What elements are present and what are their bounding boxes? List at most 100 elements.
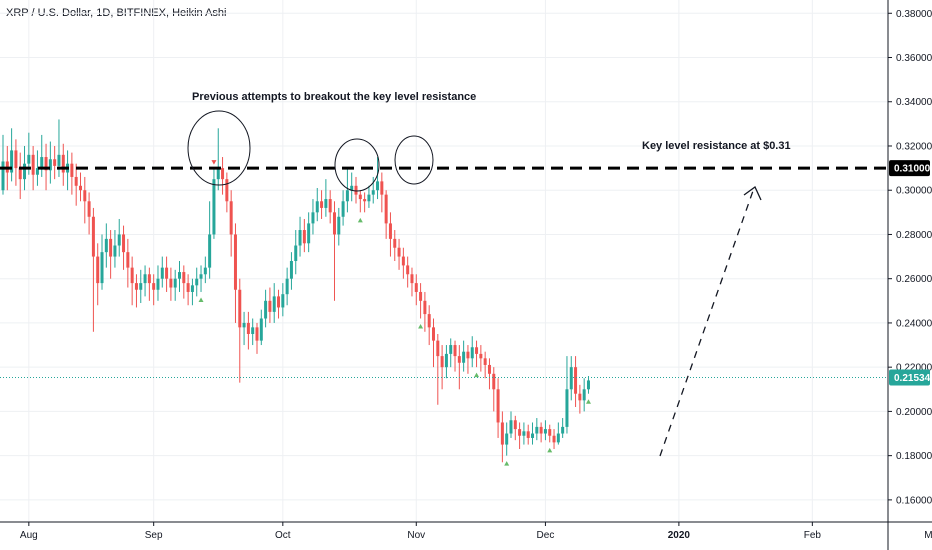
candle-body — [574, 367, 578, 394]
candle-body — [208, 234, 212, 268]
candle-body — [419, 291, 423, 301]
candle-body — [406, 265, 410, 275]
candle-body — [203, 267, 207, 275]
candle-body — [212, 179, 216, 235]
breakout-attempt-circle[interactable] — [334, 138, 380, 192]
candle-body — [462, 351, 466, 363]
candle-body — [479, 353, 483, 359]
x-tick-label: Dec — [537, 530, 555, 541]
candle-body — [238, 289, 242, 328]
candle-body — [285, 278, 289, 295]
candle-body — [61, 154, 65, 173]
candle-body — [147, 274, 151, 284]
x-tick-label: 2020 — [668, 530, 691, 541]
candle-body — [345, 190, 349, 202]
candle-body — [182, 272, 186, 284]
candle-body — [350, 185, 354, 191]
x-tick-label: Aug — [20, 530, 38, 541]
sell-signal-marker — [211, 160, 217, 165]
y-tick-label: 0.38000 — [896, 9, 932, 20]
candle-body — [513, 420, 517, 430]
candle-body — [221, 168, 225, 180]
y-tick-label: 0.34000 — [896, 97, 932, 108]
candle-body — [569, 367, 573, 390]
candle-body — [565, 389, 569, 427]
buy-signal-marker — [585, 399, 591, 404]
candle-body — [505, 433, 509, 445]
candle-body — [91, 216, 95, 257]
candle-body — [475, 347, 479, 354]
candle-body — [139, 283, 143, 290]
candle-body — [165, 267, 169, 279]
candle-body — [216, 168, 220, 180]
candle-body — [289, 261, 293, 279]
candle-body — [320, 201, 324, 208]
buy-signal-marker — [547, 447, 553, 453]
y-tick-label: 0.22000 — [896, 363, 932, 374]
candle-body — [548, 429, 552, 436]
candle-body — [552, 435, 556, 443]
drawings — [0, 110, 888, 457]
breakout-attempt-circle[interactable] — [394, 135, 434, 185]
projection-arrowhead — [743, 186, 762, 201]
candle-body — [277, 296, 281, 308]
y-tick-label: 0.24000 — [896, 318, 932, 329]
candle-body — [539, 426, 543, 434]
candle-body — [492, 373, 496, 390]
candle-body — [586, 380, 590, 390]
candle-body — [423, 300, 427, 315]
candle-body — [96, 256, 100, 284]
projection-arrow-line[interactable] — [659, 187, 755, 457]
candle-body — [427, 314, 431, 328]
breakout-attempt-circle[interactable] — [187, 110, 251, 186]
candle-body — [487, 364, 491, 374]
resistance-price-badge — [889, 160, 930, 177]
candle-body — [18, 168, 22, 180]
candle-body — [156, 278, 160, 290]
y-tick-label: 0.30000 — [896, 186, 932, 197]
candle-body — [328, 199, 332, 213]
y-tick-label: 0.28000 — [896, 230, 932, 241]
candle-body — [195, 278, 199, 286]
candle-body — [40, 157, 44, 169]
candle-body — [143, 274, 147, 284]
candle-body — [298, 230, 302, 246]
time-axis[interactable]: Aug Sep Oct Nov Dec 2020 Feb Mar — [0, 521, 932, 541]
price-axis[interactable]: 0.38000 0.36000 0.34000 0.32000 0.30000 0.280… — [887, 0, 932, 550]
buy-signal-marker — [198, 297, 204, 302]
candle-body — [272, 296, 276, 312]
candle-body — [70, 163, 74, 177]
candle-body — [14, 150, 18, 169]
candle-body — [358, 194, 362, 200]
last-price-badge — [889, 369, 930, 386]
y-tick-label: 0.36000 — [896, 53, 932, 64]
buy-signal-marker — [504, 461, 510, 466]
candle-body — [500, 422, 504, 445]
price-axis-bg — [888, 0, 932, 550]
candle-body — [126, 252, 130, 268]
candle-body — [509, 420, 513, 434]
candle-body — [190, 285, 194, 292]
y-tick-label: 0.18000 — [896, 451, 932, 462]
candle-body — [380, 181, 384, 195]
y-tick-label: 0.32000 — [896, 141, 932, 152]
y-tick-label: 0.16000 — [896, 495, 932, 506]
candle-body — [414, 283, 418, 292]
candle-body — [393, 238, 397, 248]
candle-body — [376, 181, 380, 191]
candle-body — [152, 283, 156, 290]
candle-body — [307, 223, 311, 244]
candle-body — [109, 238, 113, 257]
candle-body — [242, 322, 246, 328]
candle-body — [57, 154, 61, 166]
candle-body — [199, 274, 203, 279]
candle-body — [74, 176, 78, 186]
candle-body — [522, 431, 526, 436]
candle-body — [470, 347, 474, 359]
candle-body — [582, 389, 586, 401]
candle-body — [160, 267, 164, 279]
x-tick-label: Sep — [145, 530, 163, 541]
candle-body — [10, 150, 14, 173]
candle-body — [457, 356, 461, 363]
